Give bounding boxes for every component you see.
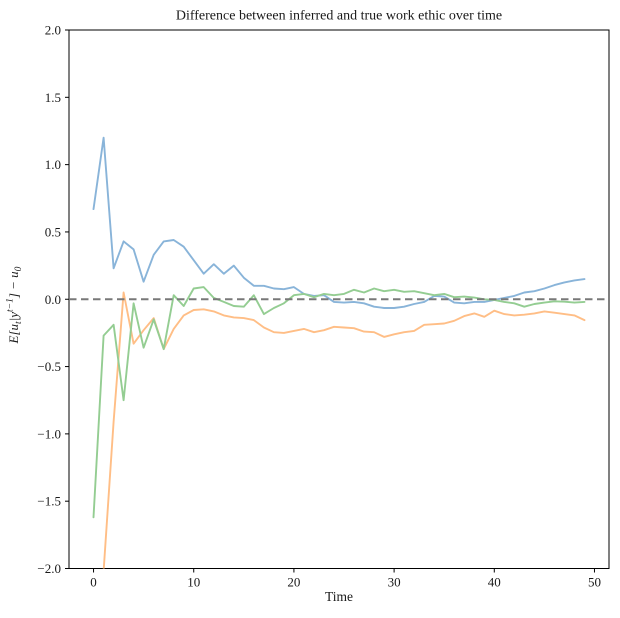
y-tick-label: −2.0 [37, 561, 61, 576]
axis-ticks [65, 29, 595, 573]
series-group [92, 136, 586, 569]
x-tick-label: 10 [187, 575, 200, 590]
x-tick-label: 20 [287, 575, 300, 590]
y-tick-label: −1.5 [37, 494, 61, 509]
series-agent-3-line [92, 286, 586, 519]
series-agent-1-line [92, 136, 586, 309]
y-axis-label: E[ut|yt−1] − u0 [6, 266, 25, 344]
series-agent-2-line [102, 291, 586, 569]
y-tick-label: −0.5 [37, 359, 61, 374]
y-tick-label: 1.0 [45, 157, 61, 172]
chart-title: Difference between inferred and true wor… [176, 9, 502, 24]
y-tick-label: 1.5 [45, 90, 61, 105]
x-tick-label: 30 [388, 575, 401, 590]
x-tick-label: 40 [488, 575, 501, 590]
x-tick-label: 50 [588, 575, 601, 590]
y-tick-label: −1.0 [37, 426, 61, 441]
x-axis-label: Time [325, 589, 353, 604]
axis-tick-labels: 2.0 1.5 1.0 0.5 0.0 −0.5 −1.0 −1.5 −2.0 0 10 20 30 40… [37, 23, 601, 590]
y-tick-label: 0.0 [45, 292, 61, 307]
x-tick-label: 0 [90, 575, 97, 590]
y-tick-label: 2.0 [45, 23, 61, 38]
y-tick-label: 0.5 [45, 224, 61, 239]
